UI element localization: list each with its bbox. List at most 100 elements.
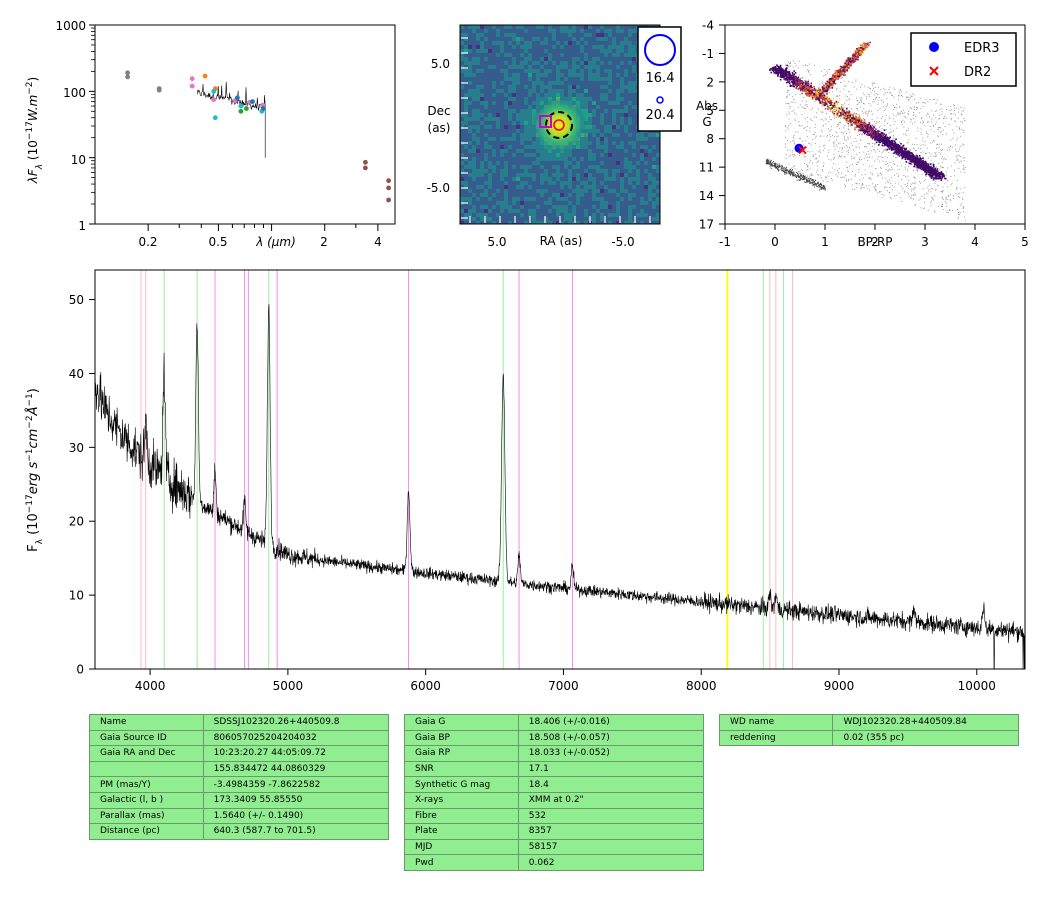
image-pixel	[548, 57, 552, 61]
hr-field-star	[812, 155, 814, 157]
hr-field-star	[939, 108, 941, 110]
image-pixel	[608, 125, 612, 129]
hr-field-star	[886, 186, 888, 188]
image-pixel	[608, 121, 612, 125]
hr-field-star	[885, 150, 887, 152]
image-pixel	[624, 45, 628, 49]
hr-field-star	[911, 163, 913, 165]
image-pixel	[548, 173, 552, 177]
hr-field-star	[961, 113, 963, 115]
image-pixel	[504, 45, 508, 49]
image-pixel	[616, 45, 620, 49]
hr-field-star	[843, 146, 845, 148]
hr-field-star	[843, 156, 845, 158]
image-pixel	[548, 49, 552, 53]
hr-field-star	[916, 153, 918, 155]
image-pixel	[492, 121, 496, 125]
image-pixel	[584, 77, 588, 81]
image-pixel	[624, 137, 628, 141]
hr-field-star	[863, 187, 865, 189]
image-pixel	[536, 85, 540, 89]
hr-field-star	[961, 121, 963, 123]
image-pixel	[624, 121, 628, 125]
image-pixel	[504, 137, 508, 141]
hr-field-star	[904, 166, 906, 168]
hr-field-star	[898, 192, 900, 194]
image-pixel	[516, 45, 520, 49]
hr-wd-star	[816, 183, 818, 185]
image-pixel	[620, 45, 624, 49]
image-pixel	[460, 49, 464, 53]
image-pixel	[628, 173, 632, 177]
hr-field-star	[810, 109, 812, 111]
image-pixel	[512, 77, 516, 81]
hr-field-star	[844, 139, 846, 141]
hr-field-star	[964, 187, 966, 189]
hr-field-star	[938, 168, 940, 170]
hr-field-star	[841, 104, 843, 106]
image-pixel	[624, 109, 628, 113]
hr-field-star	[868, 103, 870, 104]
image-pixel	[616, 209, 620, 213]
hr-field-star	[953, 198, 954, 199]
image-pixel	[528, 45, 532, 49]
image-pixel	[612, 205, 616, 209]
hr-field-star	[875, 151, 877, 153]
image-pixel	[624, 141, 628, 145]
hr-field-star	[841, 106, 842, 108]
hr-field-star	[893, 87, 895, 89]
image-pixel	[532, 29, 536, 33]
image-pixel	[472, 137, 476, 141]
hr-field-star	[847, 167, 848, 169]
hr-field-star	[861, 183, 863, 184]
hr-field-star	[924, 141, 926, 143]
hr-field-star	[820, 135, 822, 137]
image-pixel	[540, 49, 544, 53]
image-pixel	[616, 161, 620, 165]
image-pixel	[476, 141, 480, 145]
hr-field-star	[949, 145, 951, 147]
hr-field-star	[896, 173, 898, 175]
hr-field-star	[877, 175, 879, 177]
hr-field-star	[955, 151, 957, 153]
hr-field-star	[886, 157, 888, 159]
image-pixel	[552, 53, 556, 57]
hr-wd-star	[789, 171, 791, 173]
image-pixel	[604, 93, 608, 97]
hr-field-star	[846, 96, 848, 98]
hr-field-star	[859, 133, 860, 135]
hr-field-star	[830, 178, 832, 179]
image-pixel	[556, 161, 560, 165]
hr-ms-star	[847, 119, 849, 122]
hr-field-star	[822, 111, 823, 113]
hr-field-star	[824, 74, 826, 76]
image-pixel	[516, 137, 520, 141]
image-pixel	[584, 133, 588, 137]
hr-field-star	[839, 147, 841, 149]
hr-field-star	[856, 161, 858, 163]
hr-field-star	[875, 142, 877, 144]
image-pixel	[624, 73, 628, 77]
hr-field-star	[833, 146, 835, 148]
image-pixel	[628, 81, 632, 85]
image-pixel	[628, 25, 632, 29]
image-pixel	[472, 197, 476, 201]
hr-field-star	[883, 109, 885, 111]
hr-wd-star	[789, 170, 791, 172]
image-pixel	[580, 205, 584, 209]
hr-wd-star	[790, 170, 792, 172]
hr-field-star	[955, 114, 957, 116]
hr-field-star	[808, 142, 810, 144]
hr-field-star	[828, 128, 829, 130]
hr-field-star	[828, 158, 830, 160]
hr-field-star	[806, 104, 808, 105]
hr-ms-star	[777, 66, 780, 69]
hr-wd-star	[770, 163, 772, 165]
hr-field-star	[961, 110, 963, 112]
image-pixel	[564, 89, 568, 93]
image-pixel	[460, 57, 464, 61]
image-pixel	[464, 153, 468, 157]
image-pixel	[616, 221, 620, 224]
hr-field-star	[787, 61, 789, 63]
image-pixel	[592, 213, 596, 217]
